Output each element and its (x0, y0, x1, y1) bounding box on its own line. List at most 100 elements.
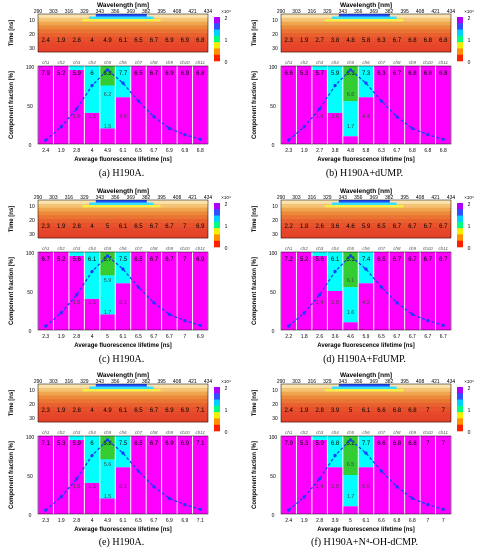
component-lifetime-label: 7.5 (119, 257, 128, 263)
lifetime-tick-label: 2.7 (316, 148, 323, 154)
wavelength-tick-label: 356 (354, 195, 363, 201)
heatmap-lifetime-label: 6.7 (393, 224, 402, 230)
component-lifetime-label: 5.1 (119, 484, 127, 490)
channel-label: ch4 (88, 430, 96, 435)
distribution-point (75, 107, 79, 111)
wavelength-tick-label: 303 (292, 379, 301, 385)
channel-label: ch3 (316, 430, 324, 435)
bar-segment (343, 101, 358, 137)
distribution-point (90, 269, 94, 274)
heatmap-lifetime-label: 4.6 (346, 224, 355, 230)
channel-label: ch7 (378, 60, 386, 65)
bar-segment (343, 322, 358, 330)
lifetime-tick-label: 7 (442, 518, 445, 524)
distribution-point (364, 267, 368, 271)
colorbar-exponent: ×10⁴ (464, 9, 474, 14)
wavelength-tick-label: 343 (96, 379, 105, 385)
lifetime-tick-label: 6.8 (409, 518, 416, 524)
component-lifetime-label: 6.5 (347, 462, 355, 468)
distribution-point (167, 312, 171, 316)
distribution-point (364, 451, 368, 455)
channel-label: ch3 (73, 430, 81, 435)
panel-b: Wavelength [nm] 290 303 316 329 343 356 369 382 3… (252, 2, 474, 163)
heatmap-lifetime-label: 6.1 (119, 408, 128, 414)
bar-segment (389, 252, 405, 330)
lifetime-tick-label: 2.8 (73, 148, 80, 154)
colorbar-segment (214, 17, 220, 24)
component-lifetime-label: 6.1 (331, 257, 340, 263)
channel-label: ch6 (119, 430, 127, 435)
lifetime-tick-label: 6.8 (197, 148, 204, 154)
distribution-point (152, 115, 156, 119)
component-lifetime-label: 4.4 (362, 114, 370, 120)
colorbar-segment (214, 234, 220, 242)
component-lifetime-label: 7.9 (285, 441, 294, 447)
component-lifetime-label: 4.2 (362, 300, 370, 306)
lifetime-tick-label: 4.9 (104, 518, 111, 524)
distribution-curve (45, 439, 201, 511)
wavelength-tick-label: 316 (308, 195, 317, 201)
heatmap-peak-cyan (89, 386, 154, 389)
lifetime-tick-label: 6.9 (197, 334, 204, 340)
component-lifetime-label: 6.8 (103, 441, 112, 447)
distribution-point (348, 68, 353, 72)
bar-segment (389, 66, 405, 144)
bar-segment (312, 69, 327, 144)
colorbar-segment (214, 29, 220, 37)
distribution-curve (45, 255, 201, 327)
component-lifetime-label: 7.1 (196, 441, 205, 447)
heatmap-row (281, 21, 451, 26)
component-lifetime-label: 6.3 (346, 257, 355, 263)
colorbar-segment (457, 393, 463, 400)
wavelength-tick-label: 356 (111, 195, 120, 201)
bar-segment (327, 112, 343, 144)
colorbar-segment (214, 23, 220, 30)
component-lifetime-label: 6.9 (181, 441, 190, 447)
time-tick-label: 10 (272, 204, 278, 210)
heatmap-lifetime-label: 2.3 (285, 38, 294, 44)
channel-label: ch4 (331, 60, 339, 65)
distribution-point (198, 137, 202, 141)
fraction-tick-label: 50 (270, 290, 276, 296)
channel-label: ch11 (439, 430, 449, 435)
lifetime-tick-label: 1.9 (58, 334, 65, 340)
channel-label: ch2 (58, 246, 66, 251)
bar-segment (374, 252, 389, 330)
component-lifetime-label: 6.1 (347, 278, 355, 284)
channel-label: ch5 (104, 430, 112, 435)
lifetime-tick-label: 6.7 (393, 334, 400, 340)
wavelength-tick-label: 382 (142, 9, 151, 15)
wavelength-tick-label: 329 (323, 195, 332, 201)
fraction-axis-label: Component fraction [%] (252, 257, 258, 325)
lifetime-tick-label: 1.8 (301, 334, 308, 340)
channel-label: ch2 (58, 60, 66, 65)
channel-label: ch5 (347, 60, 355, 65)
component-lifetime-label: 6.7 (150, 441, 159, 447)
caption-c: (c) H190A. (98, 354, 145, 365)
channel-label: ch10 (423, 60, 433, 65)
lifetime-tick-label: 6.1 (363, 518, 370, 524)
colorbar-tick-label: 2 (225, 16, 228, 22)
lifetime-axis-label: Average fluorescence lifetime [ns] (317, 157, 414, 163)
colorbar-tick-label: 0 (468, 60, 471, 66)
wavelength-tick-label: 369 (127, 379, 136, 385)
wavelength-tick-label: 343 (339, 9, 348, 15)
wavelength-tick-label: 356 (354, 379, 363, 385)
wavelength-tick-label: 290 (277, 379, 286, 385)
heatmap-row (281, 414, 451, 419)
channel-label: ch8 (150, 430, 158, 435)
bar-segment (100, 459, 115, 499)
wavelength-tick-label: 395 (400, 195, 409, 201)
heatmap-lifetime-label: 6.8 (393, 408, 402, 414)
time-axis-label: Time [ns] (252, 390, 258, 417)
heatmap-lifetime-label: 3.9 (331, 408, 340, 414)
heatmap-lifetime-label: 3.8 (331, 38, 340, 44)
wavelength-tick-label: 290 (277, 9, 286, 15)
bar-segment (100, 66, 115, 86)
lifetime-tick-label: 6.9 (166, 518, 173, 524)
heatmap-row (38, 406, 208, 411)
heatmap-lifetime-label: 2.6 (315, 224, 324, 230)
channel-label: ch10 (180, 60, 190, 65)
heatmap-lifetime-label: 4.9 (103, 38, 112, 44)
bar-segment (84, 436, 100, 483)
